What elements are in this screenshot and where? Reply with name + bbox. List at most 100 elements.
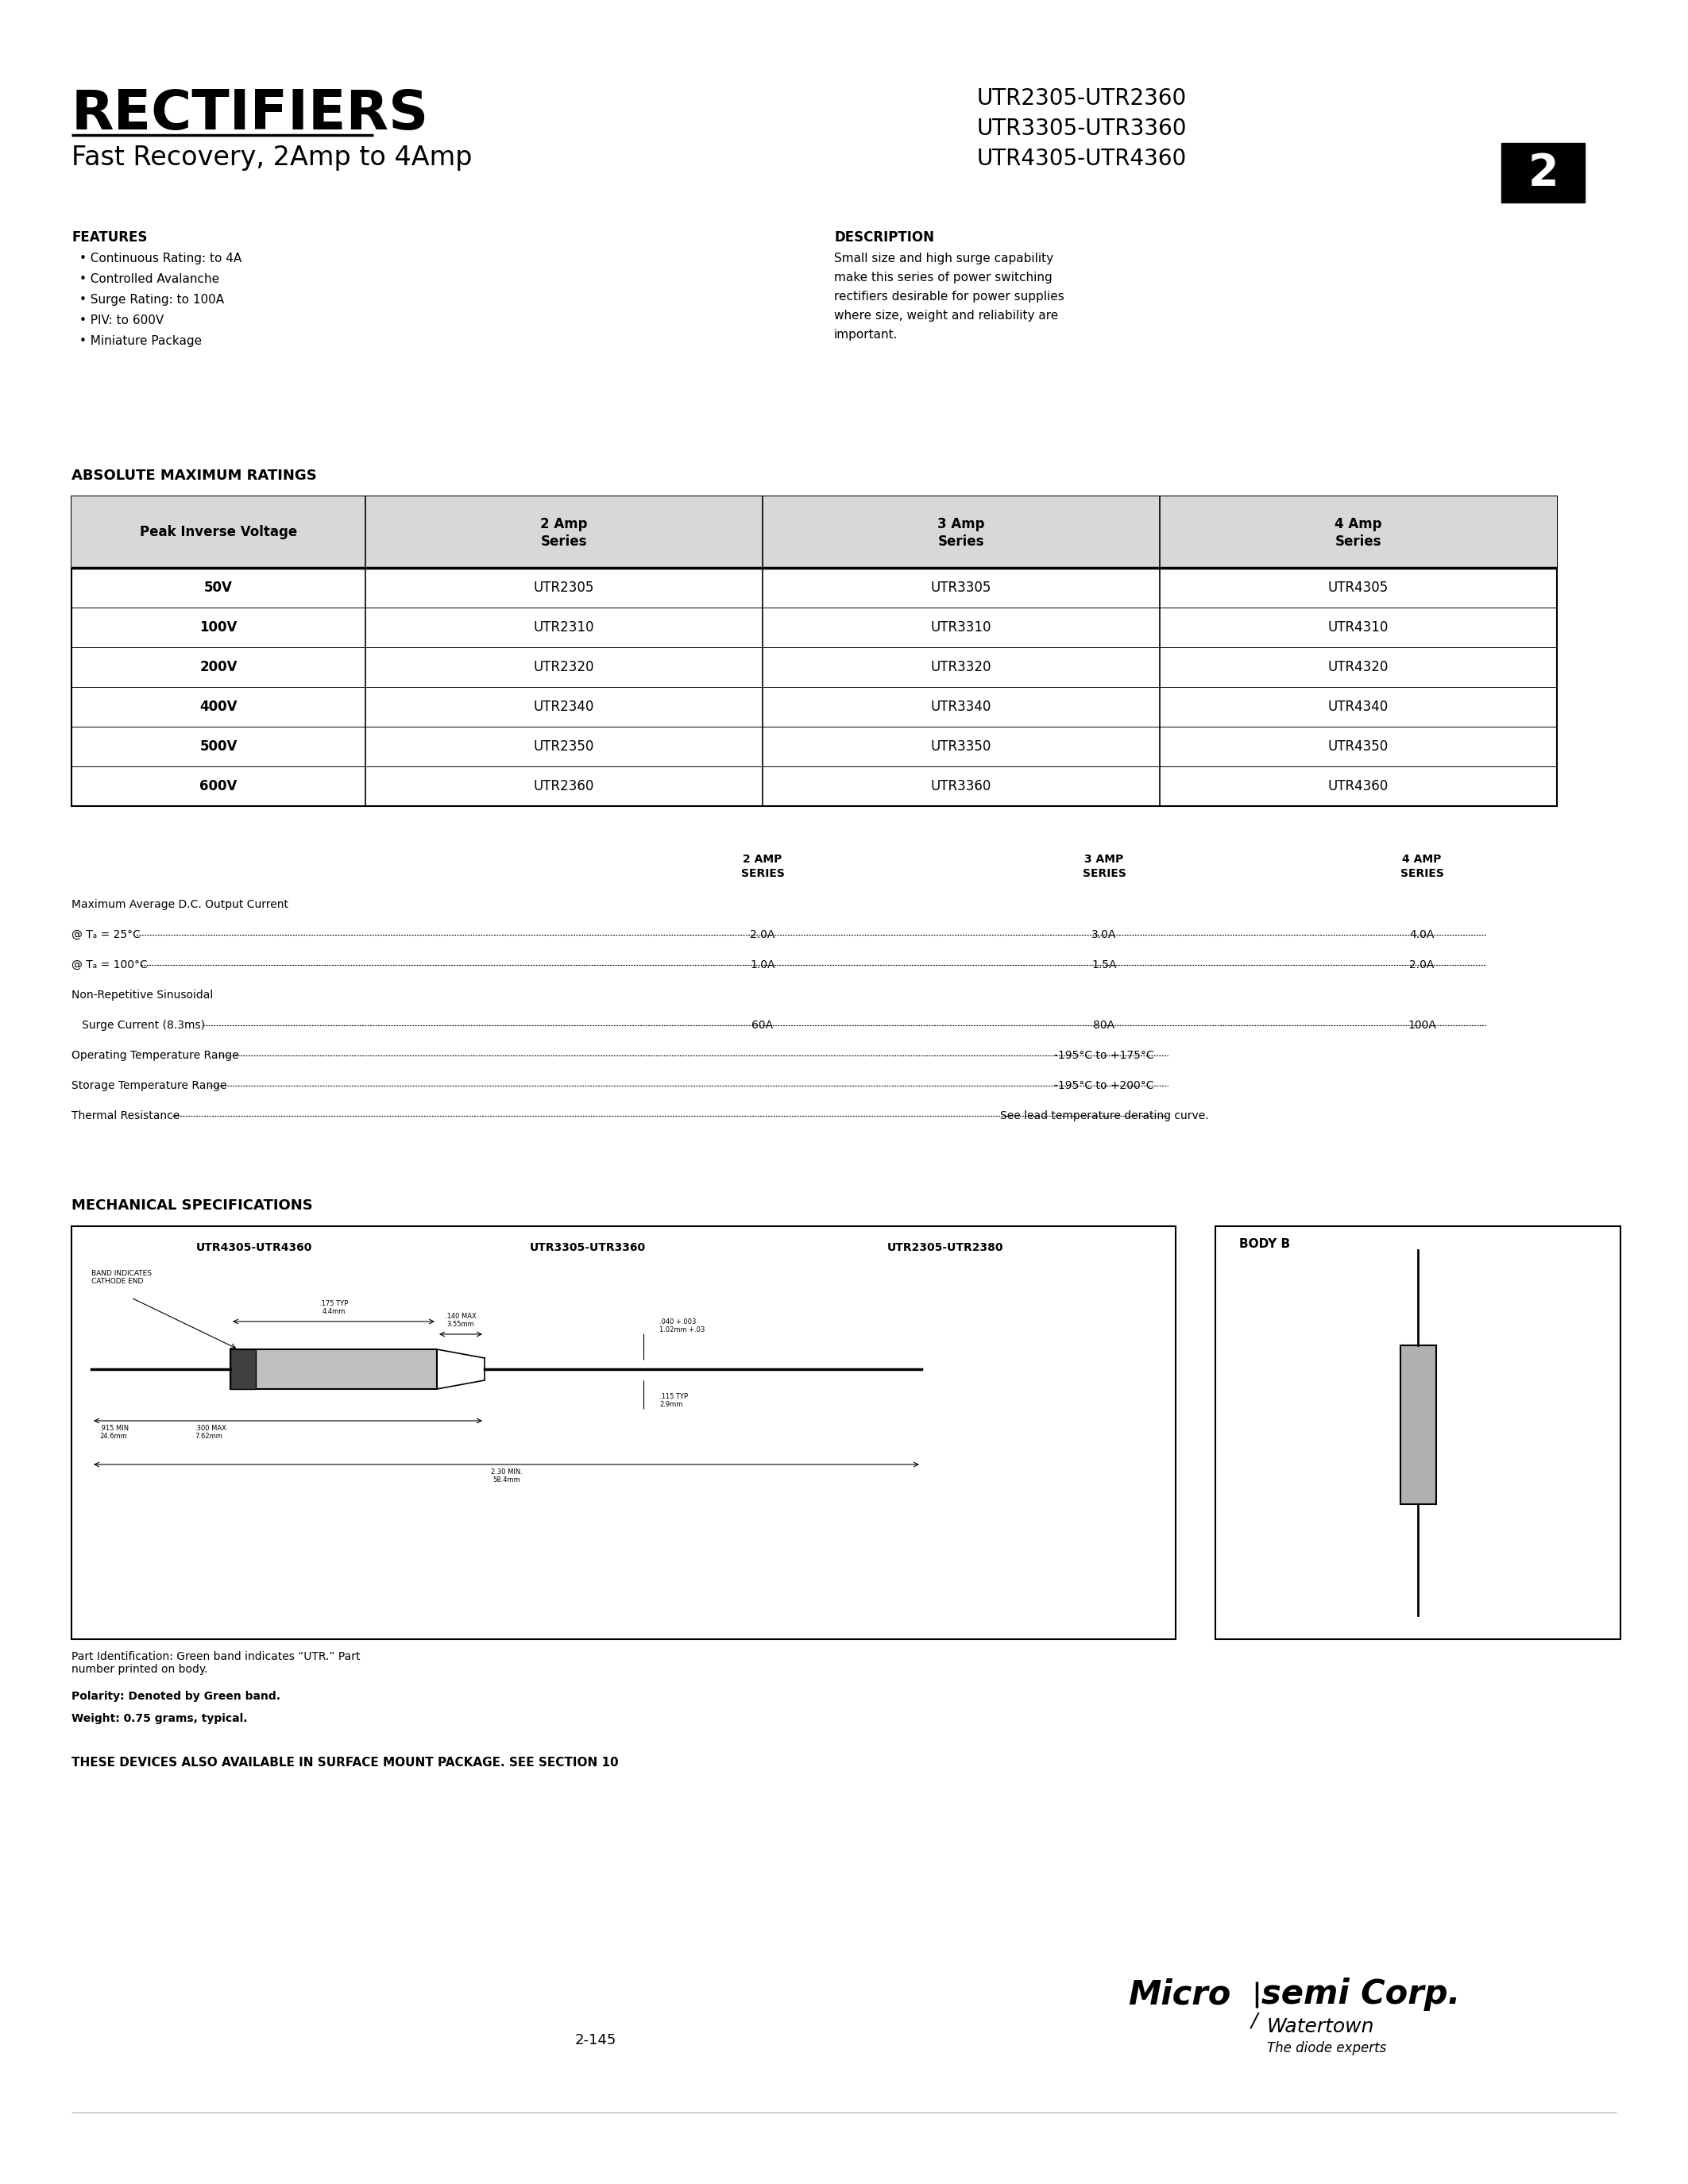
Text: SERIES: SERIES (1082, 867, 1126, 880)
Text: Operating Temperature Range: Operating Temperature Range (71, 1051, 238, 1061)
Text: UTR4305: UTR4305 (1328, 581, 1389, 594)
Text: See lead temperature derating curve.: See lead temperature derating curve. (999, 1109, 1209, 1120)
Text: 4 AMP: 4 AMP (1403, 854, 1442, 865)
Text: UTR2305: UTR2305 (533, 581, 594, 594)
Text: Part Identification: Green band indicates “UTR.” Part
number printed on body.: Part Identification: Green band indicate… (71, 1651, 360, 1675)
Text: UTR4310: UTR4310 (1328, 620, 1389, 636)
Text: 2 AMP: 2 AMP (743, 854, 782, 865)
Text: MECHANICAL SPECIFICATIONS: MECHANICAL SPECIFICATIONS (71, 1199, 312, 1212)
Text: 2 Amp: 2 Amp (540, 518, 587, 531)
Text: UTR2305-UTR2380: UTR2305-UTR2380 (888, 1243, 1003, 1254)
Text: UTR3350: UTR3350 (930, 740, 991, 753)
Text: 100V: 100V (199, 620, 238, 636)
Text: Weight: 0.75 grams, typical.: Weight: 0.75 grams, typical. (71, 1712, 248, 1723)
Text: UTR3305-UTR3360: UTR3305-UTR3360 (530, 1243, 647, 1254)
Text: 2.0A: 2.0A (1409, 959, 1435, 970)
Text: UTR4305-UTR4360: UTR4305-UTR4360 (196, 1243, 312, 1254)
Text: Series: Series (1335, 535, 1381, 548)
Text: rectifiers desirable for power supplies: rectifiers desirable for power supplies (834, 290, 1063, 304)
Text: • Miniature Package: • Miniature Package (79, 334, 203, 347)
Text: UTR3340: UTR3340 (930, 699, 991, 714)
Text: 2: 2 (1528, 151, 1558, 194)
Text: @ Tₐ = 25°C: @ Tₐ = 25°C (71, 928, 140, 941)
Text: Small size and high surge capability: Small size and high surge capability (834, 253, 1053, 264)
Text: 3.0A: 3.0A (1092, 928, 1117, 941)
Text: • Continuous Rating: to 4A: • Continuous Rating: to 4A (79, 253, 241, 264)
Text: • Surge Rating: to 100A: • Surge Rating: to 100A (79, 295, 225, 306)
Bar (230, 1350, 437, 1389)
Text: UTR4340: UTR4340 (1328, 699, 1389, 714)
Text: SERIES: SERIES (1399, 867, 1443, 880)
Text: 2.30 MIN.
58.4mm: 2.30 MIN. 58.4mm (491, 1468, 522, 1483)
Text: 400V: 400V (199, 699, 238, 714)
Text: semi Corp.: semi Corp. (1261, 1977, 1460, 2011)
Text: 80A: 80A (1094, 1020, 1114, 1031)
Text: • PIV: to 600V: • PIV: to 600V (79, 314, 164, 325)
Text: UTR4360: UTR4360 (1328, 780, 1389, 793)
Text: Series: Series (939, 535, 984, 548)
Text: 1.0A: 1.0A (749, 959, 775, 970)
Text: SERIES: SERIES (741, 867, 785, 880)
Text: ABSOLUTE MAXIMUM RATINGS: ABSOLUTE MAXIMUM RATINGS (71, 470, 317, 483)
Text: 3 Amp: 3 Amp (937, 518, 984, 531)
Text: THESE DEVICES ALSO AVAILABLE IN SURFACE MOUNT PACKAGE. SEE SECTION 10: THESE DEVICES ALSO AVAILABLE IN SURFACE … (71, 1756, 618, 1769)
Text: 600V: 600V (199, 780, 238, 793)
Text: Non-Repetitive Sinusoidal: Non-Repetitive Sinusoidal (71, 989, 213, 1000)
Text: -195°C to +200°C: -195°C to +200°C (1055, 1081, 1155, 1092)
Text: RECTIFIERS: RECTIFIERS (71, 87, 429, 140)
Text: .140 MAX
3.55mm: .140 MAX 3.55mm (446, 1313, 476, 1328)
Text: important.: important. (834, 330, 898, 341)
Text: 60A: 60A (751, 1020, 773, 1031)
Bar (71, 496, 1556, 568)
Text: Surge Current (8.3ms): Surge Current (8.3ms) (71, 1020, 204, 1031)
Text: Thermal Resistance: Thermal Resistance (71, 1109, 179, 1120)
Bar (1401, 1345, 1436, 1505)
Text: .115 TYP
2.9mm: .115 TYP 2.9mm (660, 1393, 689, 1409)
Text: UTR2320: UTR2320 (533, 660, 594, 675)
Bar (71, 1225, 1175, 1640)
Bar (1501, 142, 1585, 203)
Text: Micro: Micro (1128, 1977, 1231, 2011)
Text: 3 AMP: 3 AMP (1085, 854, 1124, 865)
Text: .175 TYP
4.4mm: .175 TYP 4.4mm (319, 1299, 348, 1315)
Text: Polarity: Denoted by Green band.: Polarity: Denoted by Green band. (71, 1690, 280, 1701)
Text: The diode experts: The diode experts (1268, 2042, 1386, 2055)
Text: UTR2305-UTR2360: UTR2305-UTR2360 (977, 87, 1187, 109)
Bar (1215, 1225, 1620, 1640)
Text: 50V: 50V (204, 581, 233, 594)
Text: • Controlled Avalanche: • Controlled Avalanche (79, 273, 219, 286)
Text: where size, weight and reliability are: where size, weight and reliability are (834, 310, 1058, 321)
Text: UTR4320: UTR4320 (1328, 660, 1389, 675)
Text: 200V: 200V (199, 660, 238, 675)
Text: 1.5A: 1.5A (1092, 959, 1117, 970)
Text: UTR2310: UTR2310 (533, 620, 594, 636)
Text: FEATURES: FEATURES (71, 229, 147, 245)
Text: UTR3320: UTR3320 (930, 660, 991, 675)
Text: /: / (1251, 2011, 1258, 2029)
Text: .300 MAX
7.62mm: .300 MAX 7.62mm (194, 1424, 226, 1439)
Text: 100A: 100A (1408, 1020, 1436, 1031)
Text: BAND INDICATES
CATHODE END: BAND INDICATES CATHODE END (91, 1269, 152, 1286)
Text: UTR2360: UTR2360 (533, 780, 594, 793)
Text: .915 MIN
24.6mm: .915 MIN 24.6mm (100, 1424, 128, 1439)
Text: @ Tₐ = 100°C: @ Tₐ = 100°C (71, 959, 147, 970)
Text: UTR4305-UTR4360: UTR4305-UTR4360 (977, 149, 1187, 170)
Text: 2.0A: 2.0A (749, 928, 775, 941)
Text: Storage Temperature Range: Storage Temperature Range (71, 1081, 226, 1092)
Text: UTR2340: UTR2340 (533, 699, 594, 714)
Text: UTR3305-UTR3360: UTR3305-UTR3360 (977, 118, 1187, 140)
Bar (230, 1350, 257, 1389)
Text: Fast Recovery, 2Amp to 4Amp: Fast Recovery, 2Amp to 4Amp (71, 144, 473, 170)
Text: make this series of power switching: make this series of power switching (834, 271, 1052, 284)
Text: .040 +.003
1.02mm +.03: .040 +.003 1.02mm +.03 (660, 1317, 706, 1334)
Text: UTR3305: UTR3305 (930, 581, 991, 594)
Text: Series: Series (540, 535, 587, 548)
Text: 4.0A: 4.0A (1409, 928, 1435, 941)
Text: Peak Inverse Voltage: Peak Inverse Voltage (140, 524, 297, 539)
Text: 2-145: 2-145 (576, 2033, 616, 2046)
Text: UTR4350: UTR4350 (1328, 740, 1389, 753)
Text: Maximum Average D.C. Output Current: Maximum Average D.C. Output Current (71, 900, 289, 911)
Text: UTR3310: UTR3310 (930, 620, 991, 636)
Text: 4 Amp: 4 Amp (1335, 518, 1382, 531)
Text: 500V: 500V (199, 740, 238, 753)
